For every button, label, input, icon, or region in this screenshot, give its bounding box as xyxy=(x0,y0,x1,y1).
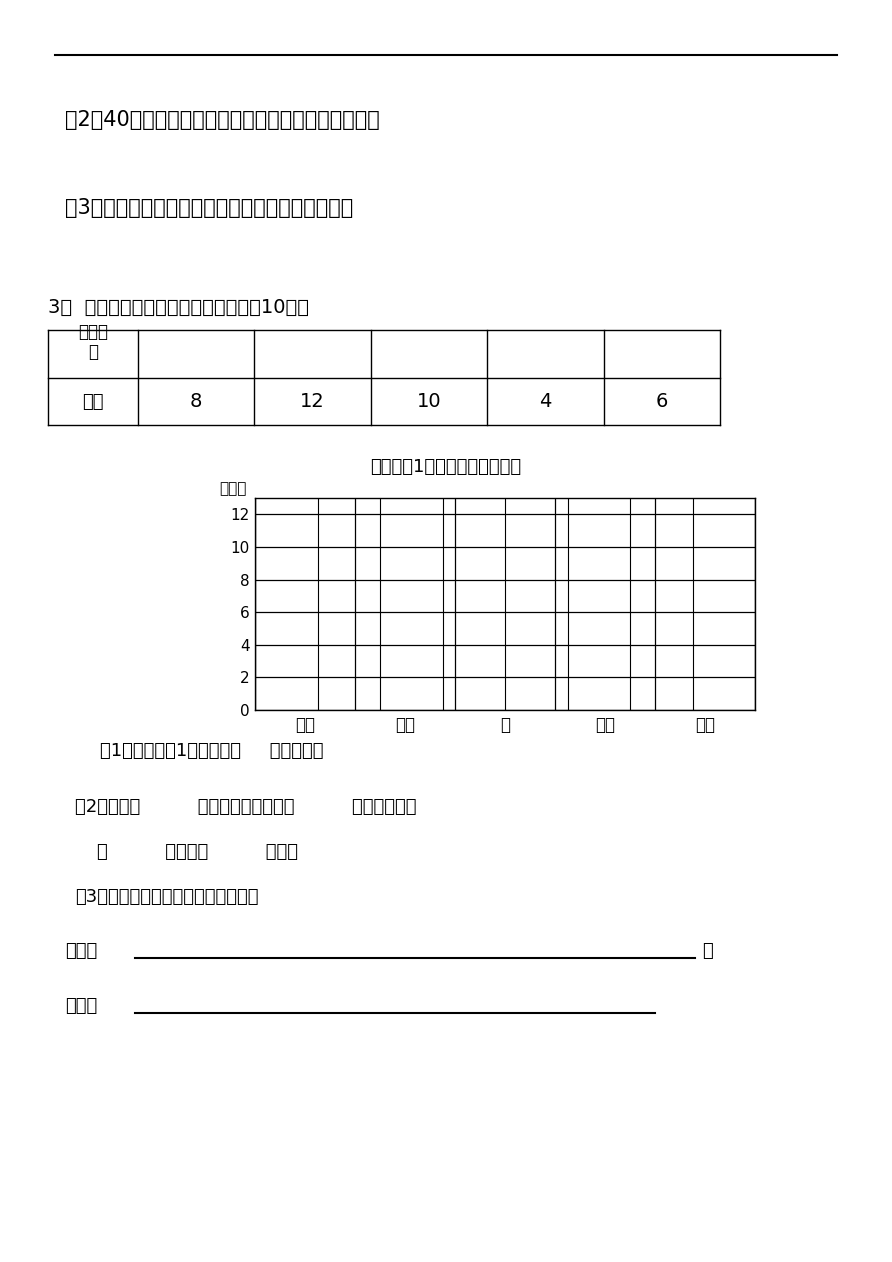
Text: （1）二年级（1）班共有（     ）位同学。: （1）二年级（1）班共有（ ）位同学。 xyxy=(100,742,324,760)
Text: （3）请再提一个数学问题，并解答。: （3）请再提一个数学问题，并解答。 xyxy=(75,888,259,906)
Text: 6: 6 xyxy=(656,392,668,411)
Text: （2）喜欢（          ）的人最多，喜欢（          ）的人比喜欢: （2）喜欢（ ）的人最多，喜欢（ ）的人比喜欢 xyxy=(75,798,417,817)
Text: 8: 8 xyxy=(190,392,202,411)
Text: 10: 10 xyxy=(417,392,442,411)
Text: 4: 4 xyxy=(539,392,551,411)
Text: 问题：: 问题： xyxy=(65,941,97,960)
Text: ？: ？ xyxy=(702,941,713,960)
Text: 二年级（1）班同学喜欢的昆虫: 二年级（1）班同学喜欢的昆虫 xyxy=(370,458,522,476)
Text: 3、  根据表中的信息，制成统计图。（10分）: 3、 根据表中的信息，制成统计图。（10分） xyxy=(48,298,309,317)
Text: 解答：: 解答： xyxy=(65,997,97,1015)
Text: 人数: 人数 xyxy=(82,392,103,410)
Text: （2）40元你可以同时买那三件商品，还剩下多少錢？: （2）40元你可以同时买那三件商品，还剩下多少錢？ xyxy=(65,110,380,130)
Text: 昆虫名
称: 昆虫名 称 xyxy=(78,323,108,361)
Text: （3）你能提出一个用乘法解决的问题，并解答吗？: （3）你能提出一个用乘法解决的问题，并解答吗？ xyxy=(65,198,353,218)
Text: （          ）的少（          ）人。: （ ）的少（ ）人。 xyxy=(97,843,298,861)
Text: 12: 12 xyxy=(301,392,325,411)
Text: （人）: （人） xyxy=(219,481,247,496)
